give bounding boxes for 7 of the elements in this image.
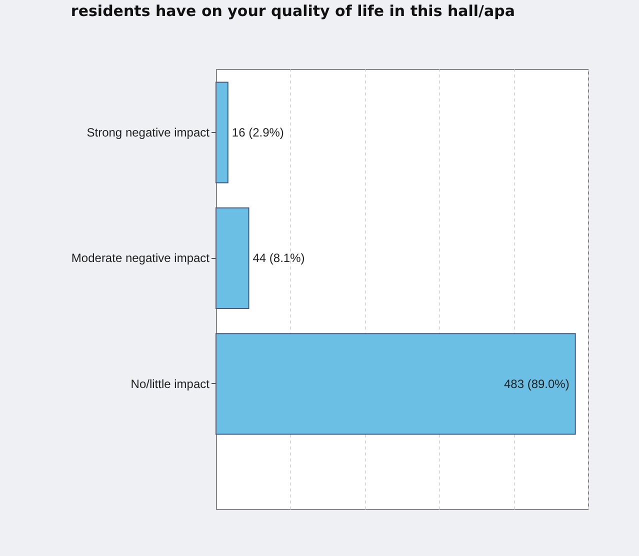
y-tick-label: Strong negative impact <box>86 125 210 140</box>
data-label: 483 (89.0%) <box>504 376 570 391</box>
data-label: 44 (8.1%) <box>252 251 305 266</box>
y-tick-label: Moderate negative impact <box>71 251 210 266</box>
chart-title: residents have on your quality of life in this hall/apa <box>70 2 516 20</box>
data-label: 16 (2.9%) <box>232 125 284 140</box>
y-tick-label: No/little impact <box>130 376 210 391</box>
